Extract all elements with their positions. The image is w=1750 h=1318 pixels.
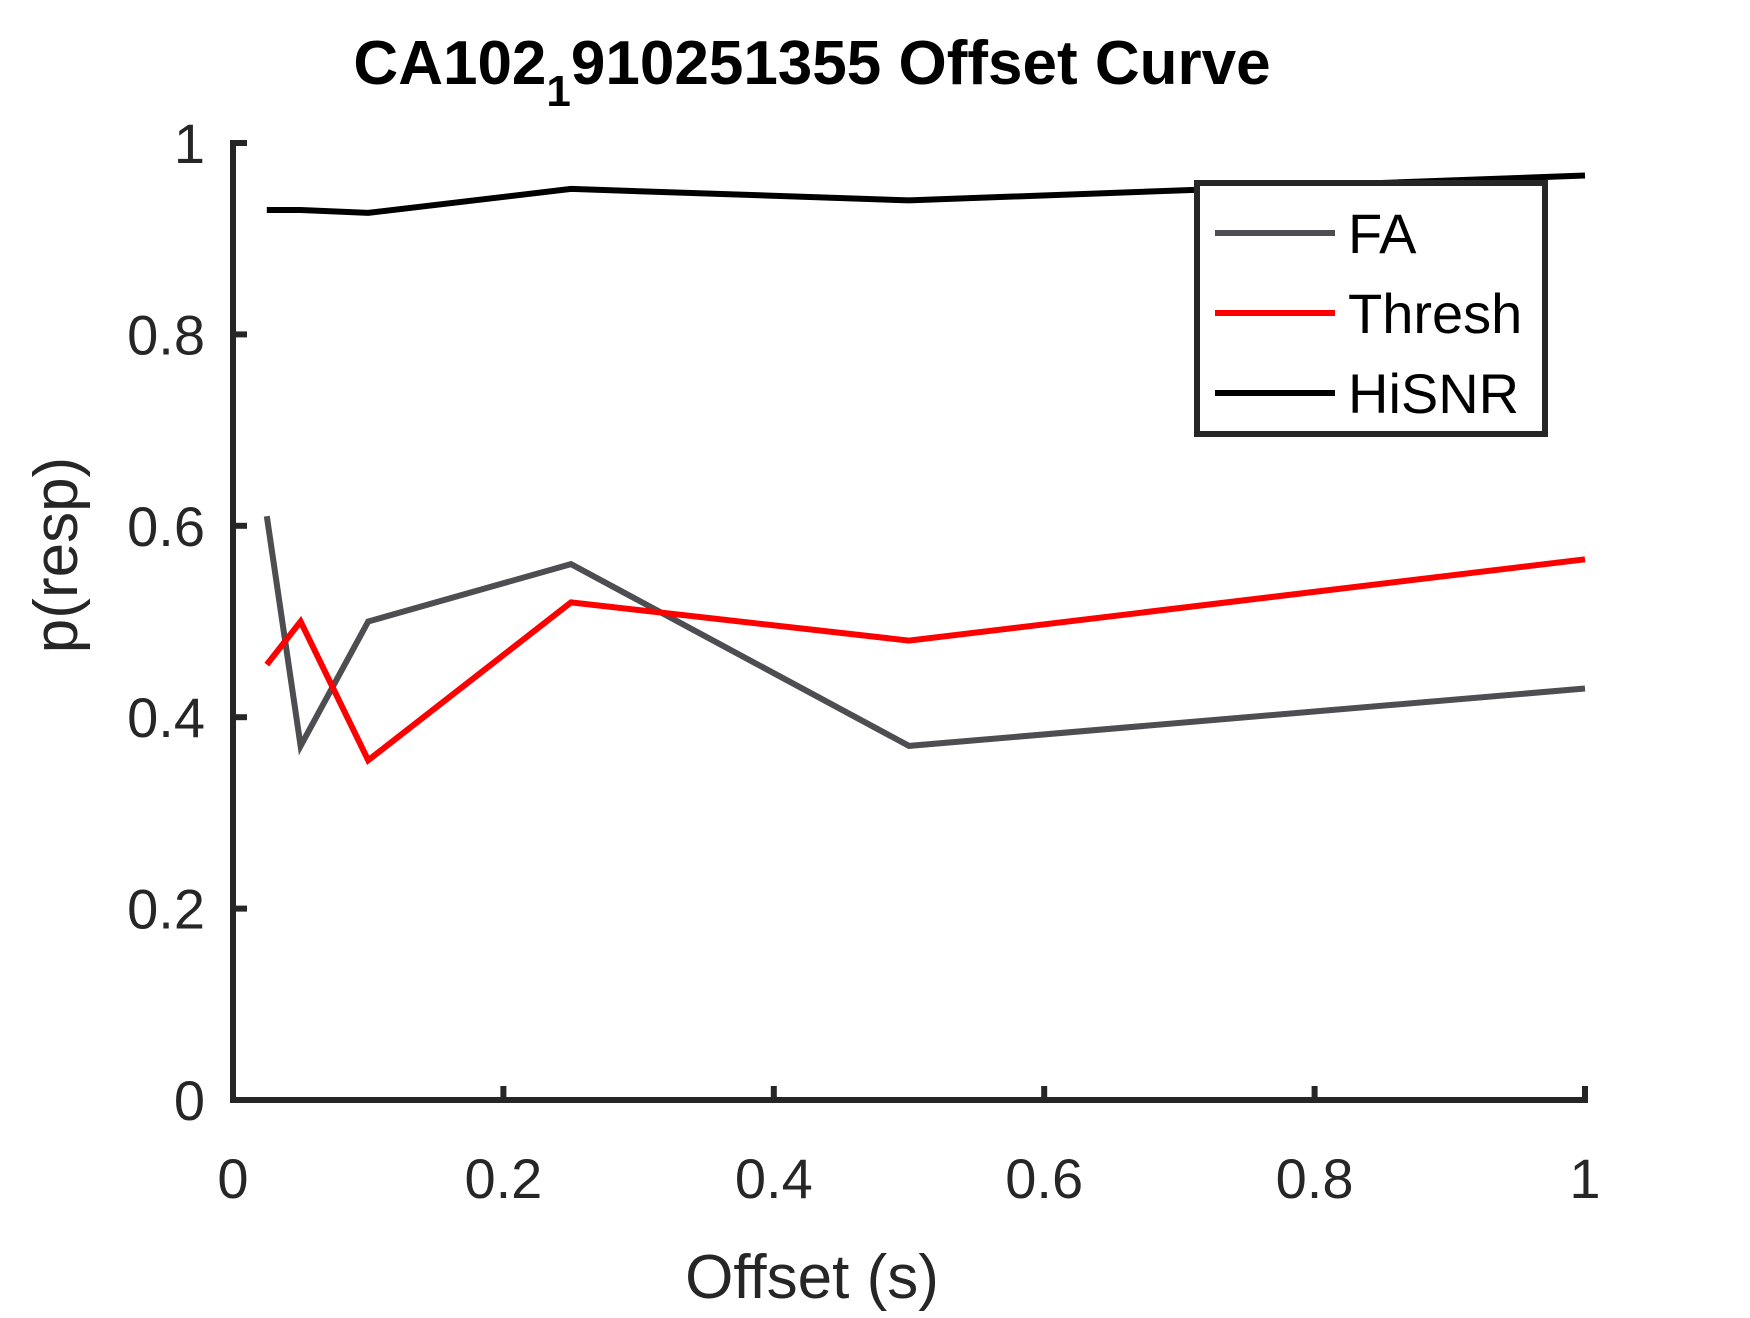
series-line-thresh: [264, 556, 1586, 765]
y-tick-label: 0.2: [127, 878, 205, 941]
x-axis-label: Offset (s): [685, 1243, 939, 1312]
y-axis-label: p(resp): [22, 457, 91, 653]
x-tick-label: 0.2: [464, 1147, 542, 1210]
x-tick-label: 0.6: [1005, 1147, 1083, 1210]
legend-label-hisnr: HiSNR: [1348, 362, 1519, 425]
legend-label-thresh: Thresh: [1348, 282, 1522, 345]
chart-title-main: CA102: [353, 29, 546, 98]
x-tick-label: 0: [217, 1147, 248, 1210]
series-line-hisnr: [266, 172, 1586, 216]
series-layer: [263, 172, 1586, 765]
legend-label-fa: FA: [1348, 202, 1417, 265]
axes: [230, 140, 1588, 1103]
legend: FA Thresh HiSNR: [1194, 180, 1548, 437]
series-line-fa: [263, 515, 1586, 756]
legend-items: FA Thresh HiSNR: [1215, 202, 1522, 425]
y-tick-label: 1: [174, 112, 205, 175]
chart-title-rest: 910251355 Offset Curve: [571, 29, 1271, 98]
chart-title-subscript: 1: [546, 67, 570, 116]
x-ticks: 0 0.2 0.4 0.6 0.8 1: [217, 1086, 1601, 1210]
y-tick-label: 0.6: [127, 495, 205, 558]
x-tick-label: 0.4: [735, 1147, 813, 1210]
chart-title: CA1021910251355 Offset Curve: [353, 29, 1270, 116]
y-ticks: 0 0.2 0.4 0.6 0.8 1: [127, 112, 247, 1132]
y-tick-label: 0: [174, 1069, 205, 1132]
x-tick-label: 1: [1569, 1147, 1600, 1210]
y-tick-label: 0.4: [127, 686, 205, 749]
y-tick-label: 0.8: [127, 303, 205, 366]
x-tick-label: 0.8: [1276, 1147, 1354, 1210]
